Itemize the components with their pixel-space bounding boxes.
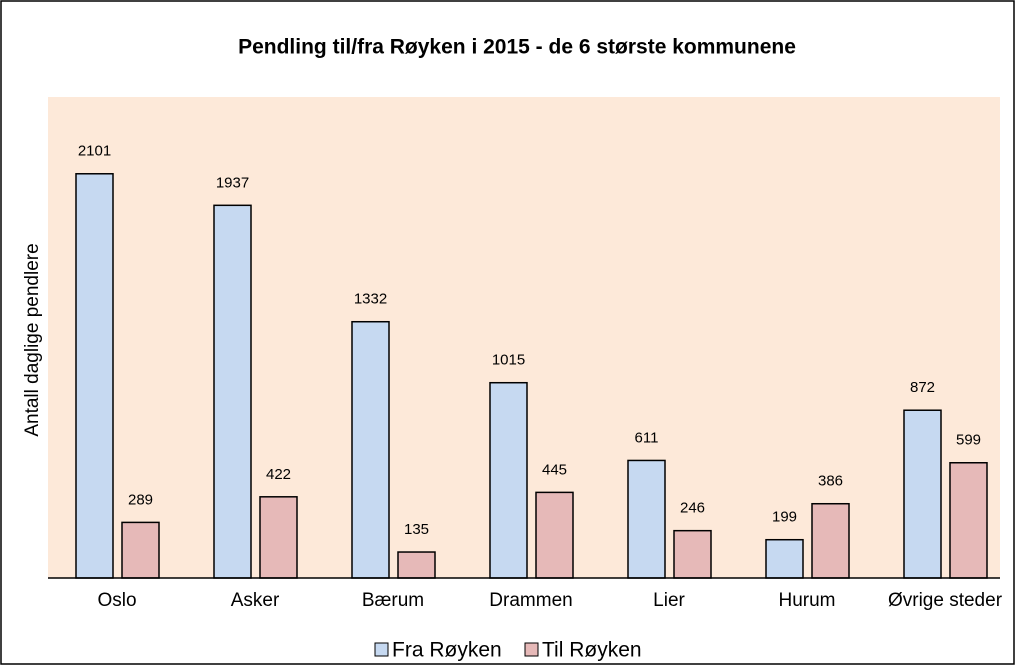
value-label: 611 (635, 429, 659, 446)
x-tick-label: Lier (653, 590, 685, 611)
value-label: 599 (956, 432, 981, 449)
value-label: 445 (542, 461, 567, 478)
value-label: 872 (910, 379, 935, 396)
bar (903, 409, 942, 579)
bar (489, 381, 528, 579)
legend-swatch (374, 642, 389, 657)
chart-title: Pendling til/fra Røyken i 2015 - de 6 st… (238, 36, 796, 59)
bar (121, 521, 160, 579)
value-label: 386 (818, 473, 843, 490)
legend-label: Fra Røyken (392, 639, 502, 662)
value-label: 1332 (354, 291, 387, 308)
x-tick-label: Asker (230, 590, 280, 611)
y-axis-label: Antall daglige pendlere (22, 243, 43, 436)
bar (213, 204, 252, 579)
value-label: 135 (404, 521, 429, 538)
x-tick-label: Drammen (489, 590, 573, 611)
bar (627, 459, 666, 579)
bar (673, 529, 712, 579)
value-label: 1015 (492, 352, 525, 369)
value-label: 199 (772, 509, 797, 526)
bar (765, 538, 804, 579)
x-tick-label: Bærum (361, 590, 425, 611)
value-label: 246 (680, 500, 705, 517)
bar (949, 462, 988, 579)
x-tick-label: Øvrige steder (887, 590, 1003, 611)
legend-label: Til Røyken (542, 639, 642, 662)
bar (397, 551, 436, 579)
x-tick-label: Oslo (97, 590, 137, 611)
bar (811, 502, 850, 579)
legend-swatch (524, 642, 539, 657)
value-label: 422 (266, 466, 291, 483)
value-label: 1937 (216, 174, 249, 191)
value-label: 289 (128, 491, 153, 508)
bar (351, 320, 390, 579)
bar (75, 173, 114, 579)
bar (535, 491, 574, 579)
bar (259, 496, 298, 579)
value-label: 2101 (78, 143, 111, 160)
x-tick-label: Hurum (778, 590, 836, 611)
